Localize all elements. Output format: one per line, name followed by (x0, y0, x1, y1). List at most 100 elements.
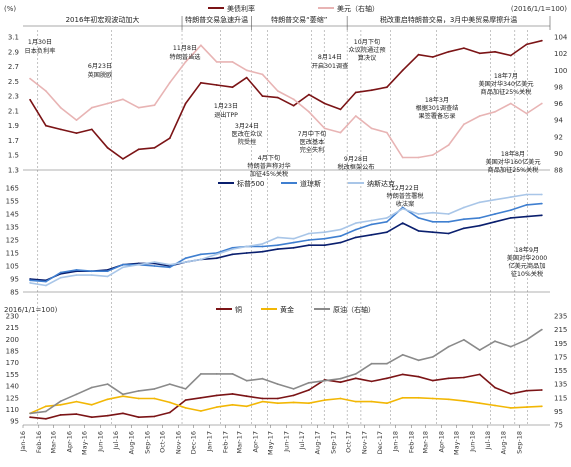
y-tick-left: 200 (6, 336, 19, 344)
data-point (168, 266, 171, 269)
data-point (200, 258, 202, 261)
annotation-text: 1月30日 (28, 39, 52, 46)
y-tick-right: 92 (554, 133, 563, 141)
annotation-text: 6月23日 (88, 63, 112, 70)
data-point (153, 261, 156, 263)
data-point (137, 148, 140, 151)
y-tick-left: 85 (10, 289, 19, 297)
annotation-text: 18年3月 (425, 96, 449, 104)
data-point (45, 90, 47, 92)
y-tick-left: 155 (6, 198, 19, 206)
data-point (59, 403, 62, 406)
data-point (215, 257, 218, 260)
data-point (323, 399, 326, 401)
data-point (276, 397, 279, 400)
y-tick-left: 2.1 (8, 107, 19, 115)
unit-left-top: (%) (4, 5, 16, 13)
data-point (431, 56, 434, 58)
y-tick-right: 88 (554, 167, 563, 175)
data-point (417, 53, 420, 56)
x-tick-label: Nov-17 (360, 431, 368, 454)
data-point (90, 386, 93, 389)
data-point (90, 106, 93, 109)
data-point (447, 144, 450, 147)
y-tick-left: 2.9 (8, 48, 19, 56)
data-point (540, 193, 543, 196)
annotation-text: 18年7月 (494, 72, 518, 80)
data-point (106, 146, 109, 149)
legend-label: 铜 (235, 305, 242, 314)
data-point (59, 276, 62, 279)
data-point (153, 146, 156, 149)
data-point (354, 377, 357, 380)
data-point (122, 158, 124, 160)
data-point (106, 275, 109, 278)
annotation-text: 8月14日 (318, 54, 342, 61)
data-point (370, 127, 373, 130)
data-point (292, 388, 295, 390)
data-point (354, 115, 357, 117)
x-tick-label: Jun-17 (283, 431, 291, 453)
data-point (200, 410, 202, 412)
data-point (401, 373, 404, 376)
data-point (292, 246, 295, 249)
y-tick-right: 90 (554, 150, 563, 158)
data-point (463, 206, 465, 209)
data-point (417, 375, 420, 378)
data-point (447, 50, 450, 53)
data-point (276, 383, 279, 385)
data-point (525, 406, 528, 408)
data-point (401, 69, 404, 72)
data-point (509, 196, 512, 199)
data-point (354, 373, 357, 375)
data-point (137, 397, 140, 400)
y-tick-left: 2.5 (8, 78, 19, 86)
annotation-text: 开启301调查 (312, 62, 349, 70)
annotation-text: 美国对华340亿美元 (478, 80, 533, 88)
series-line-bottom-0 (30, 373, 542, 420)
y-tick-left: 3.1 (8, 34, 19, 42)
y-tick-left: 95 (10, 418, 19, 426)
data-point (29, 98, 31, 101)
x-tick-label: May-18 (453, 431, 461, 455)
data-point (386, 131, 388, 134)
data-point (417, 396, 420, 399)
data-point (184, 257, 187, 260)
x-tick-label: Sep-18 (515, 431, 523, 454)
data-point (370, 219, 373, 222)
y-tick-right: 100 (554, 67, 567, 75)
y-tick-left: 135 (6, 224, 19, 232)
data-point (431, 397, 434, 400)
data-point (261, 243, 264, 245)
data-point (75, 393, 78, 396)
data-point (540, 39, 543, 42)
annotation-text: 算决议 (358, 54, 377, 62)
data-point (323, 237, 326, 240)
unit-right-top: (2016/1/1=100) (511, 5, 567, 13)
annotation-text: 众议院通过预 (348, 46, 385, 54)
data-point (292, 98, 295, 101)
data-point (137, 416, 140, 419)
y-tick-left: 155 (6, 371, 19, 379)
data-point (276, 244, 279, 247)
x-tick-label: Nov-16 (174, 431, 182, 454)
data-point (308, 232, 310, 235)
data-point (509, 209, 512, 212)
annotation-text: 9月28日 (344, 156, 368, 163)
data-point (447, 232, 450, 235)
legend-label: 道琼斯 (300, 179, 321, 188)
data-point (90, 128, 93, 131)
annotation-text: 商品加征25%关税 (488, 166, 539, 174)
y-tick-left: 230 (6, 313, 19, 321)
data-point (386, 362, 388, 365)
data-point (59, 400, 62, 403)
data-point (494, 386, 496, 389)
data-point (478, 201, 481, 204)
data-point (45, 124, 47, 127)
data-point (245, 69, 248, 72)
x-tick-label: Jul-16 (112, 431, 120, 450)
data-point (122, 395, 124, 398)
data-point (463, 400, 465, 402)
data-point (339, 377, 342, 380)
y-tick-right: 98 (554, 83, 563, 91)
